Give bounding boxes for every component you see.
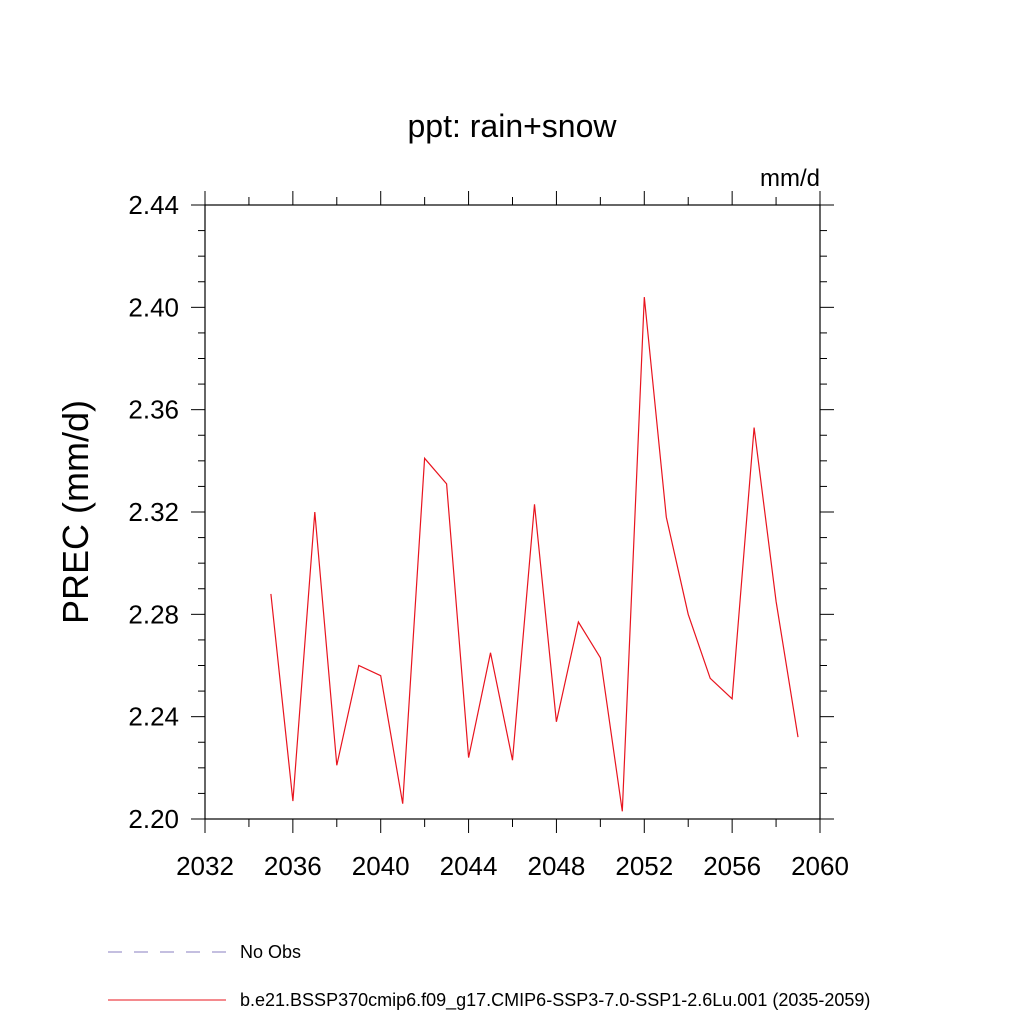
y-axis-tick-labels: 2.20 2.24 2.28 2.32 2.36 2.40 2.44 xyxy=(128,190,179,834)
x-tick-label: 2036 xyxy=(264,851,322,881)
y-tick-label: 2.24 xyxy=(128,702,179,732)
y-tick-label: 2.44 xyxy=(128,190,179,220)
series-layer xyxy=(270,297,799,812)
plot-frame xyxy=(204,204,821,820)
y-tick-label: 2.32 xyxy=(128,497,179,527)
legend-label: No Obs xyxy=(240,942,301,962)
legend-label: b.e21.BSSP370cmip6.f09_g17.CMIP6-SSP3-7.… xyxy=(240,990,870,1011)
x-tick-label: 2032 xyxy=(176,851,234,881)
plot-border xyxy=(204,204,821,820)
y-axis-label: PREC (mm/d) xyxy=(55,400,96,624)
y-tick-label: 2.36 xyxy=(128,395,179,425)
y-tick-label: 2.20 xyxy=(128,804,179,834)
y-tick-label: 2.40 xyxy=(128,292,179,322)
x-tick-label: 2060 xyxy=(791,851,849,881)
x-tick-label: 2040 xyxy=(352,851,410,881)
x-tick-label: 2044 xyxy=(440,851,498,881)
units-label: mm/d xyxy=(760,165,820,192)
x-axis-tick-labels: 2032 2036 2040 2044 2048 2052 2056 2060 xyxy=(176,851,849,881)
x-axis-ticks xyxy=(204,191,821,833)
chart-title: ppt: rain+snow xyxy=(407,108,617,144)
y-tick-label: 2.28 xyxy=(128,599,179,629)
y-axis-ticks xyxy=(191,204,834,820)
x-tick-label: 2052 xyxy=(615,851,673,881)
series-line xyxy=(270,297,799,812)
legend: No Obs b.e21.BSSP370cmip6.f09_g17.CMIP6-S… xyxy=(108,942,870,1011)
x-tick-label: 2056 xyxy=(703,851,761,881)
x-tick-label: 2048 xyxy=(528,851,586,881)
